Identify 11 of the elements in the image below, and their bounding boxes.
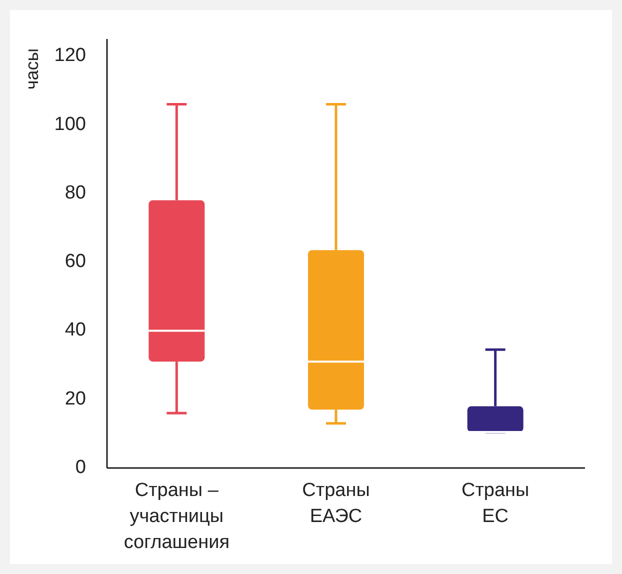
y-tick-label: 20 bbox=[64, 388, 86, 410]
y-axis-title: часы bbox=[22, 48, 42, 90]
x-tick-label: Страны – участницы соглашения bbox=[124, 480, 230, 553]
y-tick-label: 80 bbox=[64, 182, 86, 204]
y-tick-label: 60 bbox=[64, 251, 86, 272]
x-tick-label: Страны ЕС bbox=[461, 480, 530, 527]
y-tick-label: 40 bbox=[64, 320, 86, 341]
y-tick-label: 100 bbox=[54, 114, 86, 135]
y-tick-label: 0 bbox=[75, 457, 86, 478]
y-tick-label: 120 bbox=[54, 45, 86, 66]
x-tick-label: Страны ЕАЭС bbox=[302, 480, 370, 527]
